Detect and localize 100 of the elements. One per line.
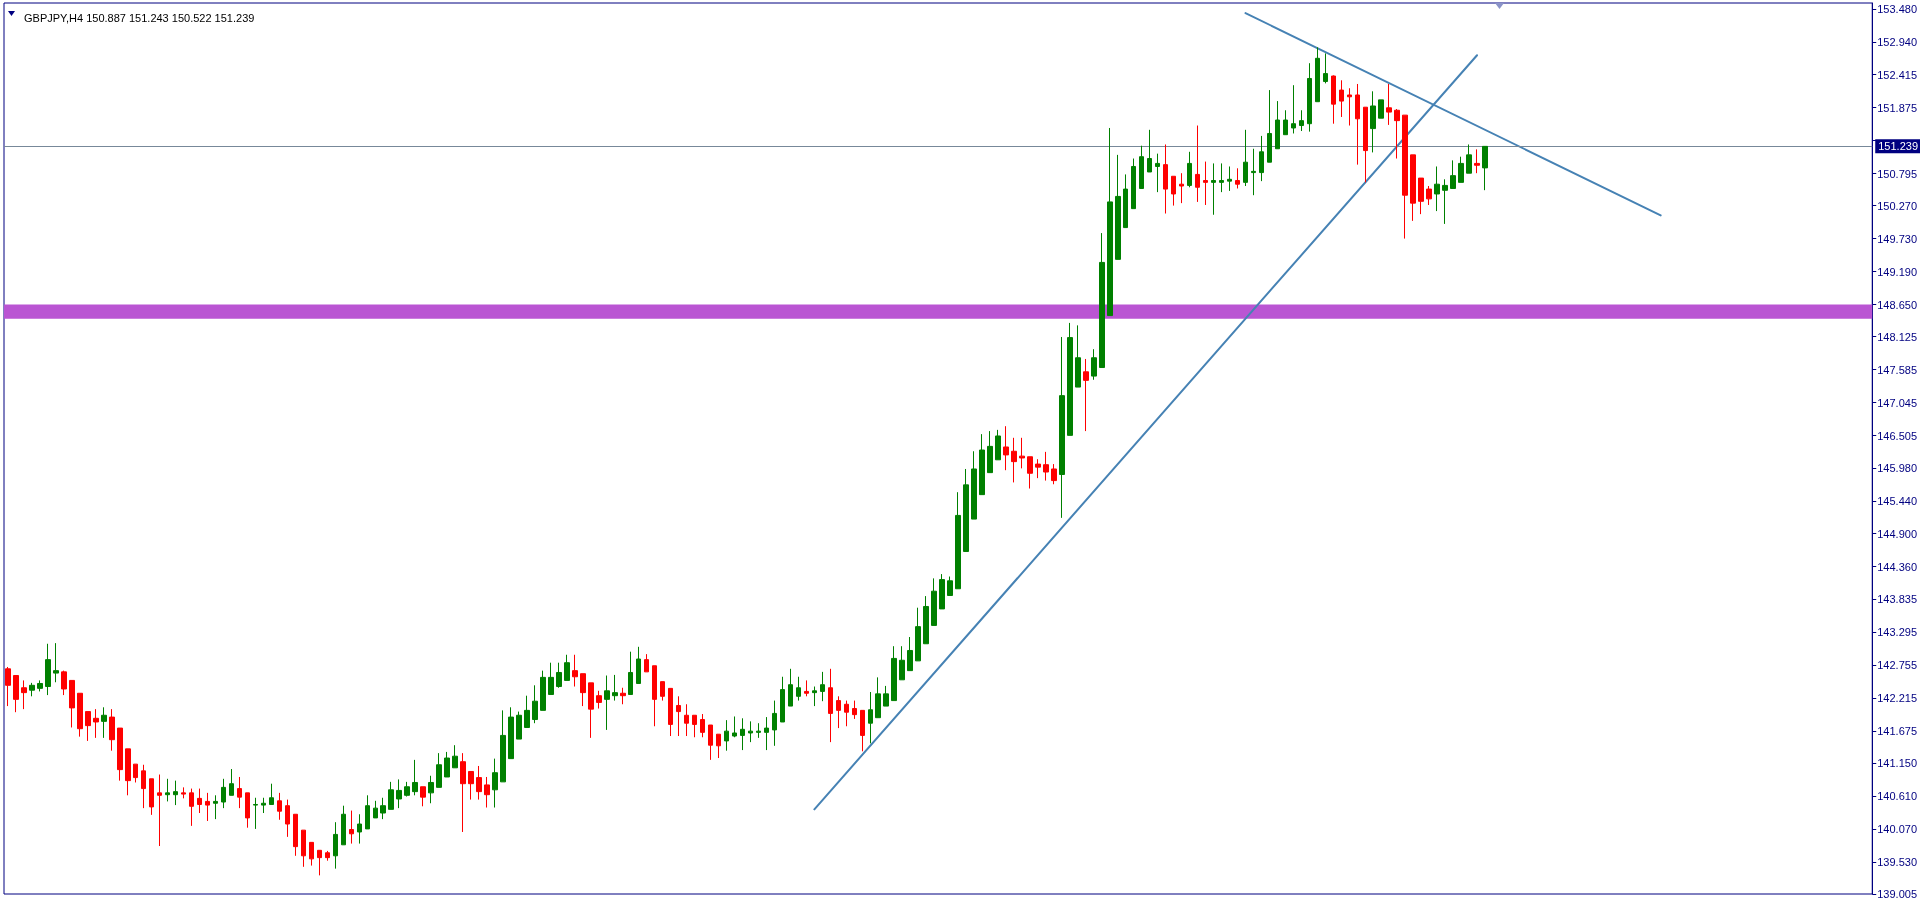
candlestick <box>1099 232 1105 369</box>
y-tick-label: 141.675 <box>1877 724 1917 737</box>
y-tick-label: 145.980 <box>1877 461 1917 474</box>
candlestick <box>700 713 705 738</box>
y-tick-label: 140.070 <box>1877 822 1917 835</box>
candlestick <box>1179 172 1184 204</box>
candlestick <box>61 670 67 696</box>
candlestick <box>1426 185 1432 206</box>
candlestick <box>468 770 474 801</box>
candlestick <box>1035 458 1041 479</box>
candlestick <box>1195 125 1200 203</box>
candlestick <box>69 679 75 728</box>
candlestick <box>852 700 857 720</box>
candlestick <box>261 797 266 814</box>
candlestick <box>764 716 769 751</box>
candlestick <box>732 715 737 738</box>
candlestick <box>971 450 977 520</box>
candlestick <box>1315 46 1320 103</box>
y-tick-label: 147.045 <box>1877 396 1917 409</box>
candlestick <box>1267 89 1272 163</box>
candlestick <box>1155 153 1160 193</box>
candlestick <box>436 752 442 788</box>
candlestick <box>1235 167 1240 189</box>
candlestick <box>572 654 578 688</box>
candlestick <box>1283 109 1288 136</box>
candlestick <box>1187 151 1192 188</box>
candlestick <box>1219 162 1224 193</box>
candlestick <box>1091 348 1097 381</box>
candlestick <box>237 776 242 809</box>
candlestick <box>748 720 753 743</box>
y-tick-label: 139.005 <box>1877 888 1917 900</box>
candlestick <box>796 676 801 702</box>
candlestick <box>1227 165 1232 192</box>
y-tick-label: 152.940 <box>1877 36 1917 49</box>
y-tick-label: 147.585 <box>1877 363 1917 376</box>
candlestick <box>205 792 210 822</box>
y-tick-label: 150.270 <box>1877 199 1917 212</box>
candlestick <box>1378 99 1384 119</box>
y-tick-label: 152.415 <box>1877 68 1917 81</box>
candlestick <box>1331 74 1336 125</box>
candlestick <box>1003 425 1009 471</box>
candlestick <box>1370 90 1376 153</box>
candlestick <box>1482 145 1488 191</box>
candlestick <box>325 850 330 862</box>
candlestick <box>1203 161 1208 206</box>
candlestick <box>333 821 338 870</box>
y-tick-label: 139.530 <box>1877 855 1917 868</box>
candlestick <box>396 778 402 809</box>
y-tick-label: 153.480 <box>1877 3 1917 16</box>
candlestick <box>1171 175 1176 207</box>
candlestick <box>1474 148 1480 174</box>
candlestick <box>1147 129 1152 173</box>
candlestick <box>1402 114 1408 240</box>
candlestick <box>939 573 945 610</box>
candlestick <box>620 687 626 705</box>
candlestick <box>804 679 809 697</box>
candlestick <box>500 709 506 783</box>
candlestick <box>875 676 881 719</box>
candlestick <box>883 685 889 707</box>
y-tick-label: 149.730 <box>1877 232 1917 245</box>
candlestick <box>580 673 586 707</box>
candlestick <box>644 653 649 673</box>
candlestick <box>5 666 11 707</box>
candlestick <box>349 810 354 845</box>
candlestick <box>1123 173 1128 229</box>
candlestick <box>1299 109 1304 132</box>
candlestick <box>1211 162 1216 216</box>
candlestick <box>1043 451 1049 482</box>
candlestick <box>772 700 777 747</box>
candlestick <box>548 662 554 695</box>
candlestick <box>955 491 961 590</box>
candlestick <box>380 797 386 820</box>
candlestick <box>788 668 793 707</box>
candlestick <box>1355 83 1360 166</box>
candlestick <box>963 468 969 552</box>
candlestick <box>1442 178 1448 225</box>
candlestick <box>516 711 522 740</box>
candlestick <box>301 829 306 868</box>
candlestick <box>341 805 346 846</box>
y-tick-label: 142.215 <box>1877 691 1917 704</box>
candlestick <box>684 703 689 737</box>
candlestick <box>181 786 186 799</box>
candlestick <box>1083 358 1089 432</box>
candlestick <box>780 676 785 723</box>
candlestick <box>125 748 131 796</box>
candlestick <box>452 744 458 769</box>
candlestick <box>221 778 226 809</box>
y-tick-label: 143.295 <box>1877 625 1917 638</box>
candlestick <box>1410 154 1416 222</box>
candlestick <box>1115 154 1121 260</box>
candlestick <box>1019 437 1025 469</box>
candlestick <box>931 577 937 626</box>
candlestick <box>141 764 146 809</box>
candlestick <box>836 695 841 729</box>
candlestick <box>373 800 378 819</box>
candlestick <box>245 792 250 829</box>
candlestick <box>860 709 865 752</box>
candlestick <box>53 642 59 683</box>
candlestick <box>21 679 27 710</box>
candlestick <box>1067 322 1073 436</box>
